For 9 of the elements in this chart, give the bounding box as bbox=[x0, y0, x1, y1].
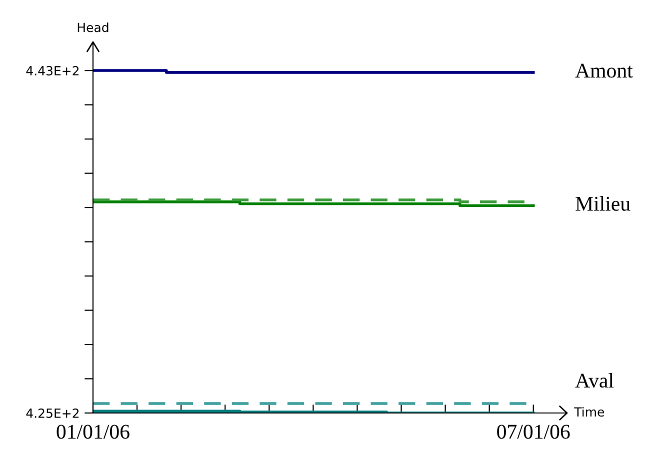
text: Amont bbox=[575, 64, 633, 78]
x-tick-label: 01/01/06 bbox=[56, 424, 130, 439]
y-tick-label: 4.43E+2 bbox=[26, 66, 79, 76]
y-tick-label: 4.25E+2 bbox=[26, 408, 79, 418]
text: Aval bbox=[575, 373, 614, 388]
text: Milieu bbox=[576, 196, 630, 211]
x-axis-title: Time bbox=[574, 406, 604, 417]
x-tick-label: 07/01/06 bbox=[497, 424, 570, 439]
y-axis-title: Head bbox=[78, 22, 108, 32]
